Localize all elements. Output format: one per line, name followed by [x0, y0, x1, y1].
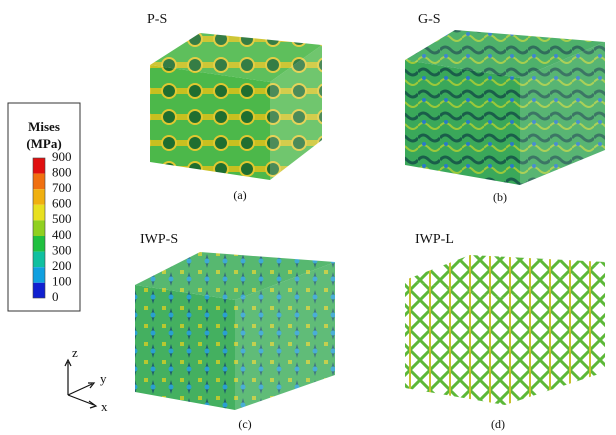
panel-name: P-S [147, 12, 167, 27]
panel-name: IWP-L [415, 232, 454, 247]
legend-tick-label: 700 [52, 180, 72, 195]
color-step [33, 220, 45, 236]
structure-face [150, 65, 270, 180]
color-step [33, 283, 45, 298]
legend-tick-label: 500 [52, 211, 72, 226]
legend-tick-label: 300 [52, 242, 72, 257]
axis-label: z [72, 345, 78, 360]
structure-face [405, 280, 505, 405]
figure: Mises (MPa) 9008007006005004003002001000… [0, 0, 616, 435]
panel-d: IWP-L (d) [405, 232, 605, 431]
legend-tick-label: 800 [52, 165, 72, 180]
legend-tick-label: 100 [52, 273, 72, 288]
panel-caption: (d) [491, 417, 505, 431]
axis-arrow [68, 384, 92, 395]
legend-tick-label: 900 [52, 149, 72, 164]
legend-tick-label: 200 [52, 258, 72, 273]
panel-caption: (b) [493, 190, 507, 204]
color-bar [33, 158, 45, 298]
panel-b: G-S (b) [405, 12, 605, 204]
color-step [33, 236, 45, 252]
panel-name: G-S [418, 12, 441, 27]
color-step [33, 189, 45, 205]
panel-a: P-S (a) [147, 12, 322, 202]
color-step [33, 205, 45, 221]
legend-tick-label: 0 [52, 289, 59, 304]
axis-triad [65, 360, 96, 408]
color-step [33, 158, 45, 174]
axis-label: x [101, 399, 108, 414]
legend-tick-label: 400 [52, 227, 72, 242]
panel-name: IWP-S [140, 232, 178, 247]
legend-title: Mises [28, 119, 60, 134]
structure-face [135, 285, 235, 410]
axis-label: y [100, 371, 107, 386]
color-step [33, 252, 45, 268]
color-step [33, 267, 45, 283]
axis-arrow [68, 395, 94, 405]
panel-caption: (c) [238, 417, 251, 431]
structure-face [405, 60, 520, 185]
panel-c: IWP-S (c) [135, 232, 335, 431]
color-step [33, 174, 45, 190]
panel-caption: (a) [233, 188, 246, 202]
legend-tick-label: 600 [52, 196, 72, 211]
